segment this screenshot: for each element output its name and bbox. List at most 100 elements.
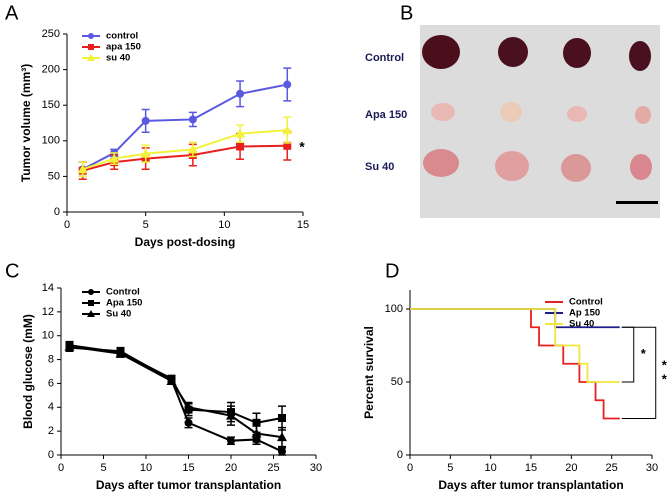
bracket	[621, 326, 635, 383]
marker	[166, 376, 177, 386]
marker	[109, 153, 120, 163]
y-tick-label: 12	[42, 306, 54, 318]
marker	[226, 410, 236, 420]
legend-label: Su 40	[569, 319, 594, 330]
y-tick-label: 4	[48, 401, 54, 413]
x-tick-label: 5	[143, 219, 149, 231]
x-tick-label: 10	[485, 462, 497, 474]
x-tick-label: 30	[646, 462, 658, 474]
marker	[236, 142, 245, 151]
x-tick-label: 10	[140, 462, 152, 474]
x-tick-label: 30	[310, 462, 322, 474]
y-tick-label: 14	[42, 282, 54, 294]
series-line	[69, 346, 283, 453]
annotation: *	[299, 138, 305, 154]
marker	[184, 418, 193, 427]
marker	[188, 115, 197, 124]
x-tick-label: 10	[218, 219, 230, 231]
tumor	[561, 154, 591, 182]
x-axis-label: Days after tumor transplantation	[438, 478, 623, 492]
x-tick-label: 0	[64, 219, 70, 231]
photo-panel: B Control Apa 150 Su 40	[365, 2, 660, 218]
annotation: *	[641, 346, 647, 361]
marker	[235, 128, 246, 138]
y-tick-label: 0	[48, 449, 54, 461]
row-label: Su 40	[365, 161, 394, 173]
x-tick-label: 20	[565, 462, 577, 474]
y-tick-label: 100	[42, 135, 60, 147]
marker	[87, 310, 95, 317]
y-tick-label: 200	[42, 64, 60, 76]
y-tick-label: 150	[42, 99, 60, 111]
tumor	[500, 102, 522, 122]
y-axis-label: Percent survival	[362, 326, 376, 419]
tumor	[567, 106, 587, 122]
survival-curve	[410, 308, 620, 383]
x-tick-label: 25	[267, 462, 279, 474]
series-line	[82, 83, 288, 171]
x-tick-label: 0	[58, 462, 64, 474]
panel-label: B	[400, 2, 413, 24]
x-axis-label: Days after tumor transplantation	[96, 478, 281, 492]
x-axis-label: Days post-dosing	[135, 235, 236, 249]
annotation: *	[662, 371, 667, 386]
legend-label: Control	[569, 297, 603, 308]
legend-label: Ap 150	[569, 308, 600, 319]
marker	[277, 432, 287, 442]
marker	[87, 54, 95, 61]
y-tick-label: 250	[42, 28, 60, 40]
marker	[236, 89, 245, 98]
legend-label: su 40	[106, 53, 130, 64]
marker	[252, 418, 261, 427]
x-tick-label: 25	[606, 462, 618, 474]
y-tick-label: 0	[397, 449, 403, 461]
marker	[283, 80, 292, 89]
marker	[282, 125, 293, 135]
chart: D 0 5 10 15 20 25 30 0 50 100 Days after tumor tran…	[362, 260, 667, 492]
panel-label: D	[385, 260, 399, 282]
y-tick-label: 10	[42, 330, 54, 342]
x-tick-label: 20	[225, 462, 237, 474]
row-label: Control	[365, 52, 404, 64]
y-tick-label: 6	[48, 377, 54, 389]
tumor	[498, 37, 528, 67]
marker	[187, 144, 198, 154]
marker	[115, 348, 126, 358]
y-tick-label: 8	[48, 353, 54, 365]
marker	[183, 402, 194, 412]
legend-label: Apa 150	[106, 298, 142, 309]
legend-label: control	[106, 31, 138, 42]
marker	[88, 300, 94, 306]
y-tick-label: 0	[54, 206, 60, 218]
y-tick-label: 2	[48, 425, 54, 437]
marker	[64, 341, 75, 351]
legend-label: Su 40	[106, 309, 131, 320]
y-tick-label: 50	[48, 170, 60, 182]
y-axis-label: Blood glucose (mM)	[21, 314, 35, 429]
tumor	[635, 106, 651, 124]
survival-curve	[410, 308, 620, 420]
marker	[278, 447, 286, 456]
panel-label: C	[5, 260, 19, 282]
row-label: Apa 150	[365, 109, 407, 121]
marker	[88, 33, 94, 39]
tumor	[422, 35, 460, 69]
x-tick-label: 15	[297, 219, 309, 231]
series-line	[82, 144, 288, 172]
x-tick-label: 5	[447, 462, 453, 474]
bracket	[621, 326, 657, 419]
marker	[141, 116, 150, 125]
x-tick-label: 15	[525, 462, 537, 474]
scale-bar	[616, 201, 658, 204]
marker	[88, 44, 94, 50]
legend-label: apa 150	[106, 42, 141, 53]
legend-label: Control	[106, 287, 140, 298]
tumor	[495, 151, 529, 181]
panel-label: A	[5, 2, 19, 24]
y-tick-label: 100	[385, 303, 403, 315]
marker	[251, 428, 262, 438]
marker	[77, 164, 88, 174]
marker	[88, 289, 94, 295]
